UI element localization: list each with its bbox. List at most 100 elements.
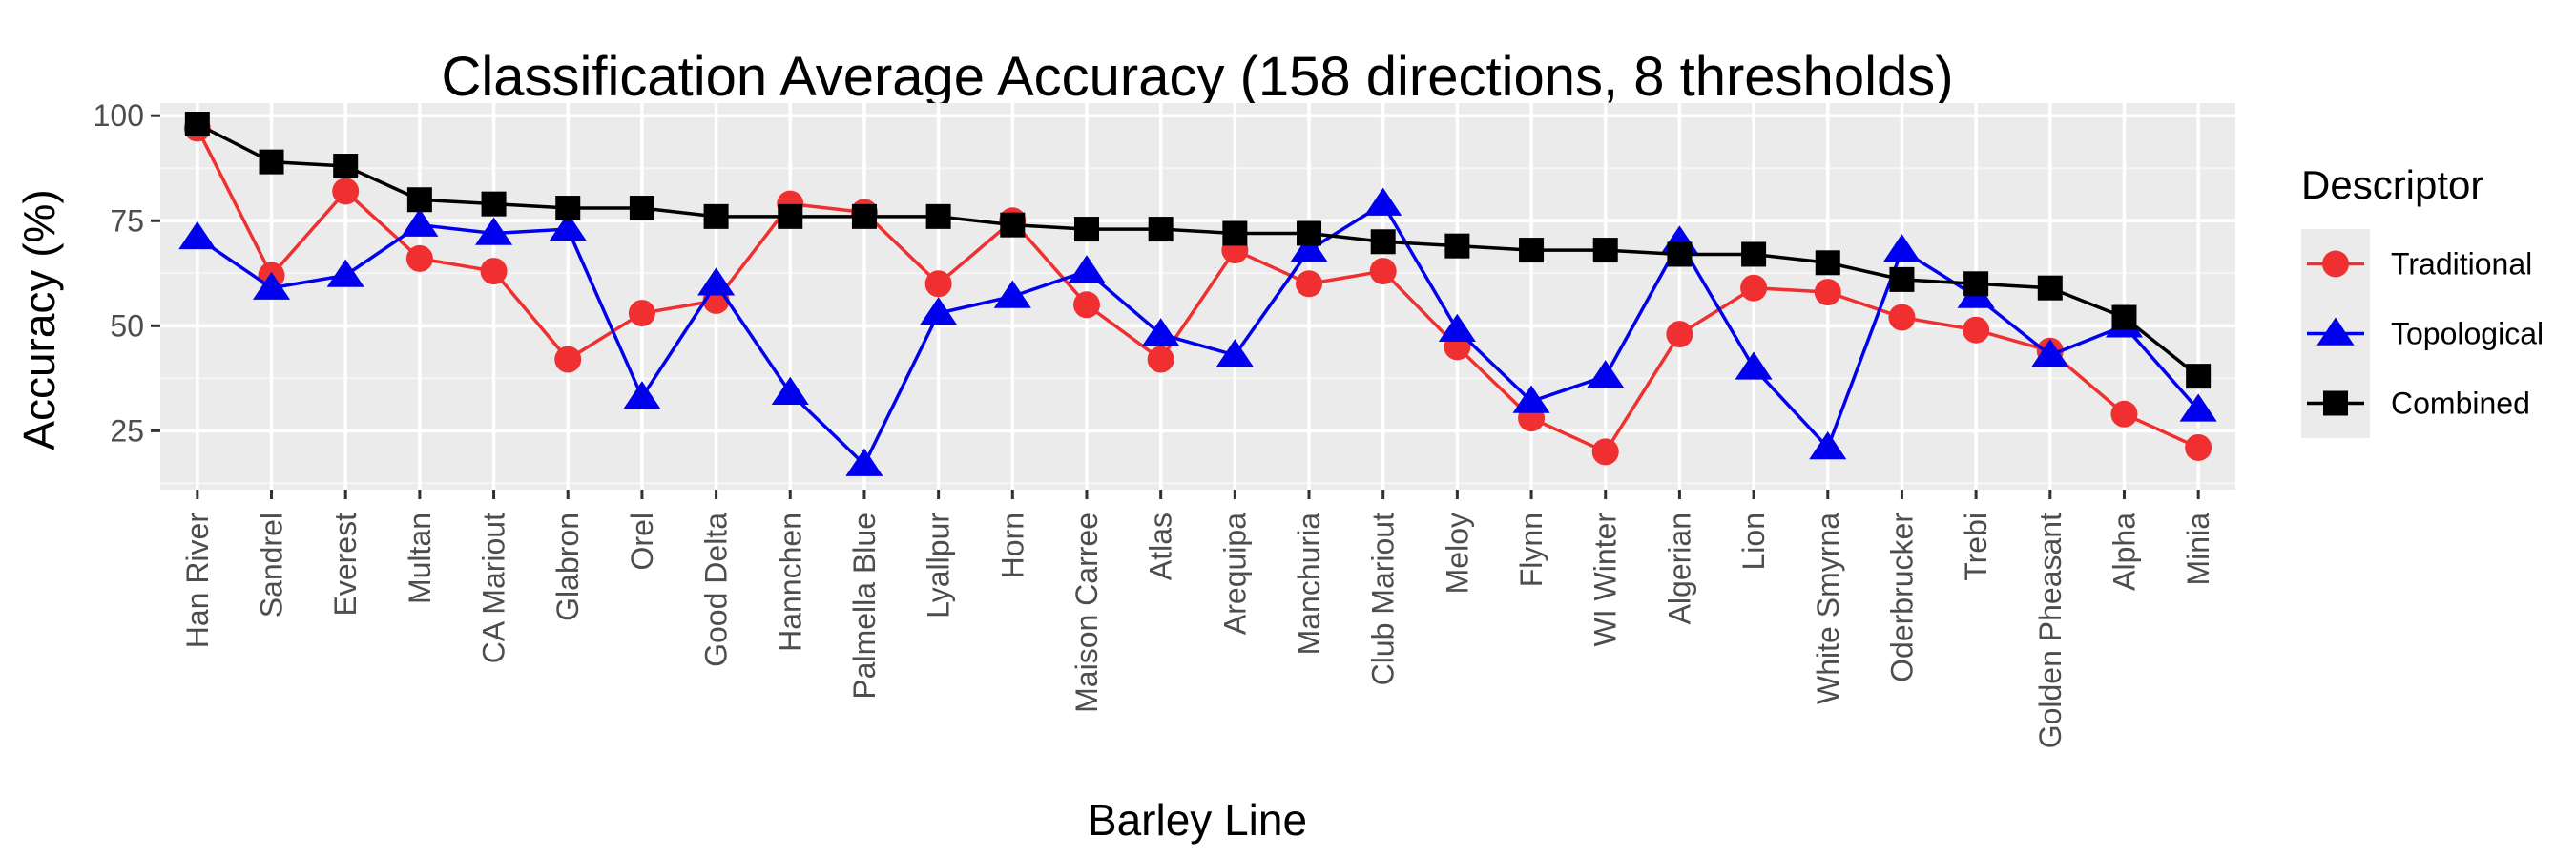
series-traditional	[183, 115, 2212, 466]
data-point-topological	[252, 271, 291, 300]
x-tick-label: WI Winter	[1589, 513, 1623, 647]
series-topological	[178, 187, 2217, 476]
data-point-topological	[1587, 360, 1625, 388]
x-tick-label: Minia	[2181, 513, 2215, 586]
data-point-traditional	[405, 244, 433, 272]
data-point-traditional	[1147, 346, 1174, 373]
data-point-topological	[920, 297, 958, 325]
data-point-topological	[1364, 187, 1402, 216]
data-point-combined	[2037, 275, 2063, 301]
legend-label-traditional: Traditional	[2391, 247, 2532, 282]
data-point-combined	[333, 154, 359, 179]
data-point-combined	[1667, 241, 1693, 267]
legend-marker-combined	[2323, 390, 2348, 416]
data-point-traditional	[332, 178, 360, 205]
data-point-combined	[406, 187, 432, 213]
data-point-topological	[2031, 339, 2069, 367]
data-point-topological	[1512, 385, 1550, 413]
data-point-topological	[401, 208, 439, 237]
data-point-combined	[1815, 250, 1840, 276]
x-tick-label: Orel	[625, 513, 659, 570]
y-tick-label: 50	[110, 308, 144, 343]
legend-marker-traditional	[2322, 250, 2349, 278]
data-point-traditional	[1814, 279, 1841, 306]
data-point-combined	[1444, 233, 1470, 259]
data-point-combined	[778, 203, 803, 229]
x-axis-title: Barley Line	[1088, 795, 1307, 845]
x-tick-label: Lion	[1736, 513, 1771, 571]
data-point-topological	[1215, 339, 1254, 367]
data-point-traditional	[628, 300, 655, 327]
data-point-combined	[1222, 220, 1248, 246]
data-point-topological	[178, 220, 217, 250]
series-line-traditional	[196, 127, 2199, 454]
data-point-traditional	[1072, 291, 1100, 319]
data-point-combined	[259, 149, 284, 175]
x-tick-label: Han River	[180, 513, 215, 649]
data-point-combined	[1370, 229, 1396, 255]
data-point-topological	[771, 376, 809, 405]
x-tick-label: Club Mariout	[1366, 513, 1401, 686]
data-point-traditional	[1369, 258, 1397, 285]
data-point-traditional	[2185, 433, 2212, 461]
x-tick-label: Flynn	[1514, 513, 1548, 587]
data-point-traditional	[554, 346, 582, 373]
y-tick-label: 100	[93, 98, 144, 133]
data-point-traditional	[1591, 438, 1619, 466]
x-tick-label: Palmella Blue	[847, 513, 882, 700]
x-tick-label: Meloy	[1440, 513, 1474, 594]
data-point-traditional	[924, 270, 952, 298]
x-tick-label: Good Delta	[699, 513, 734, 667]
data-point-topological	[623, 381, 661, 409]
data-point-combined	[2186, 364, 2212, 389]
data-point-topological	[993, 280, 1031, 308]
data-point-combined	[481, 191, 507, 217]
data-point-combined	[1592, 238, 1618, 263]
data-point-combined	[925, 203, 951, 229]
data-point-combined	[1000, 212, 1026, 238]
data-point-topological	[1142, 318, 1180, 346]
data-point-combined	[703, 203, 729, 229]
data-point-combined	[1889, 266, 1915, 292]
x-tick-label: Golden Pheasant	[2033, 513, 2067, 748]
plot-panel	[160, 103, 2235, 490]
x-tick-label: Sandrel	[255, 513, 289, 618]
x-tick-label: CA Mariout	[477, 513, 511, 663]
x-tick-label: Glabron	[551, 513, 585, 621]
chart-title: Classification Average Accuracy (158 dir…	[441, 46, 1953, 108]
series-layer	[178, 112, 2217, 476]
y-tick-label: 75	[110, 203, 144, 238]
x-tick-label: Horn	[995, 513, 1029, 578]
x-tick-label: Algerian	[1662, 513, 1696, 624]
data-point-topological	[1068, 255, 1106, 283]
data-point-traditional	[1740, 274, 1768, 302]
y-tick-label: 25	[110, 413, 144, 448]
legend-marker-topological	[2316, 317, 2355, 346]
legend-title: Descriptor	[2301, 162, 2483, 207]
data-point-combined	[629, 196, 654, 221]
series-line-combined	[197, 122, 2200, 378]
data-point-combined	[184, 112, 210, 137]
x-tick-label: Hannchen	[773, 513, 807, 652]
data-point-topological	[475, 217, 513, 245]
data-point-topological	[697, 267, 736, 296]
data-point-traditional	[1666, 321, 1693, 348]
x-tick-label: White Smyrna	[1811, 513, 1845, 704]
x-tick-label: Atlas	[1144, 513, 1178, 580]
x-tick-label: Lyallpur	[922, 513, 956, 618]
data-point-topological	[549, 213, 587, 241]
data-point-topological	[326, 259, 364, 287]
x-tick-label: Manchuria	[1292, 513, 1326, 656]
legend-label-combined: Combined	[2391, 387, 2530, 421]
x-tick-label: Oderbrucker	[1884, 513, 1919, 682]
data-point-traditional	[2110, 400, 2138, 428]
data-point-topological	[1809, 430, 1847, 460]
x-tick-label: Alpha	[2107, 513, 2141, 591]
x-tick-label: Maison Carree	[1070, 513, 1104, 713]
x-tick-label: Arequipa	[1217, 513, 1252, 635]
series-combined	[184, 112, 2212, 389]
data-point-topological	[1735, 351, 1773, 380]
data-point-traditional	[480, 258, 508, 285]
data-point-combined	[1741, 241, 1767, 267]
data-point-topological	[1290, 234, 1328, 262]
